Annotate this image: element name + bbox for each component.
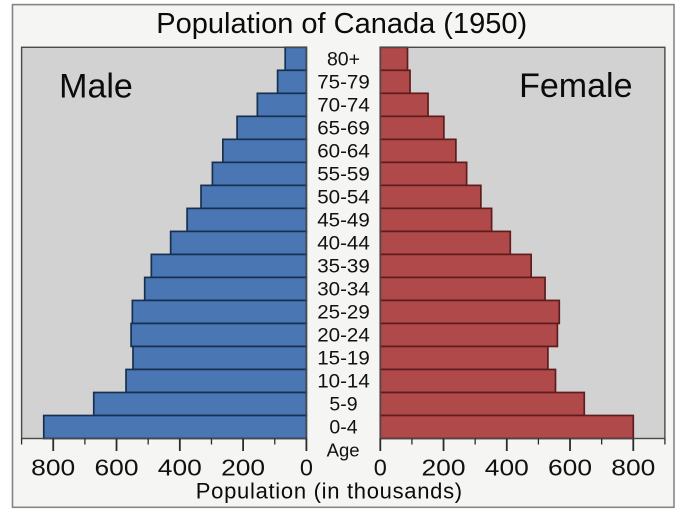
svg-text:200: 200: [221, 455, 265, 481]
svg-text:Male: Male: [59, 67, 133, 105]
svg-text:15-19: 15-19: [317, 348, 370, 370]
svg-text:Population (in thousands): Population (in thousands): [196, 479, 463, 504]
svg-text:30-34: 30-34: [317, 279, 370, 301]
svg-text:800: 800: [31, 455, 75, 481]
svg-text:600: 600: [95, 455, 139, 481]
svg-text:800: 800: [611, 455, 655, 481]
svg-text:80+: 80+: [327, 49, 360, 71]
svg-text:65-69: 65-69: [317, 118, 370, 140]
svg-text:40-44: 40-44: [317, 233, 370, 255]
svg-text:5-9: 5-9: [329, 394, 357, 416]
svg-text:400: 400: [158, 455, 202, 481]
svg-text:0: 0: [300, 455, 313, 481]
svg-text:70-74: 70-74: [317, 95, 370, 117]
svg-text:35-39: 35-39: [317, 256, 370, 278]
svg-text:0: 0: [374, 455, 387, 481]
svg-text:60-64: 60-64: [317, 141, 370, 163]
svg-text:20-24: 20-24: [317, 325, 370, 347]
svg-text:0-4: 0-4: [329, 417, 357, 439]
svg-text:Age: Age: [327, 439, 360, 460]
svg-text:600: 600: [548, 455, 592, 481]
svg-text:400: 400: [485, 455, 529, 481]
svg-text:Population of Canada (1950): Population of Canada (1950): [156, 8, 527, 40]
svg-text:55-59: 55-59: [317, 164, 370, 186]
svg-text:Female: Female: [519, 67, 632, 105]
svg-text:50-54: 50-54: [317, 187, 370, 209]
svg-text:10-14: 10-14: [317, 371, 370, 393]
svg-text:75-79: 75-79: [317, 72, 370, 94]
svg-text:200: 200: [422, 455, 466, 481]
svg-text:25-29: 25-29: [317, 302, 370, 324]
svg-text:45-49: 45-49: [317, 210, 370, 232]
